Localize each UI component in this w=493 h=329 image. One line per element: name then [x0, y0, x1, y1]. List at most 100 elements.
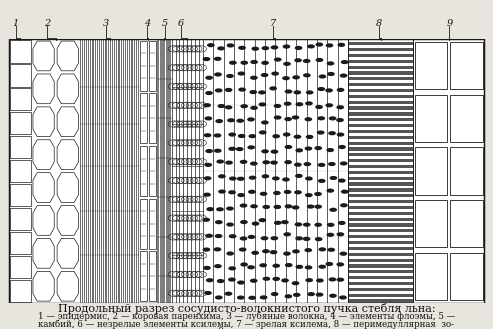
Bar: [450, 253, 483, 300]
Bar: [348, 241, 413, 244]
Circle shape: [251, 251, 259, 255]
Circle shape: [315, 146, 322, 150]
Circle shape: [284, 294, 292, 298]
Circle shape: [281, 220, 289, 224]
Circle shape: [295, 46, 302, 50]
Circle shape: [337, 278, 344, 282]
Circle shape: [225, 161, 233, 165]
Circle shape: [251, 221, 259, 226]
Circle shape: [329, 176, 337, 180]
Circle shape: [240, 220, 248, 224]
Circle shape: [272, 277, 280, 281]
Bar: [10, 208, 31, 230]
Polygon shape: [33, 107, 54, 137]
Circle shape: [262, 249, 270, 253]
Bar: [415, 200, 447, 247]
Circle shape: [284, 117, 292, 121]
Circle shape: [336, 262, 344, 266]
Circle shape: [215, 220, 223, 224]
Circle shape: [314, 192, 322, 196]
Circle shape: [307, 44, 315, 48]
Circle shape: [270, 250, 278, 254]
Circle shape: [318, 74, 326, 79]
Circle shape: [329, 116, 337, 120]
Bar: [348, 89, 413, 92]
Text: 4: 4: [144, 19, 150, 28]
Circle shape: [337, 88, 345, 92]
Circle shape: [226, 74, 234, 78]
Text: на, 9 — сердцевина: на, 9 — сердцевина: [202, 327, 291, 329]
Circle shape: [328, 131, 336, 135]
Circle shape: [326, 148, 334, 152]
Circle shape: [241, 61, 248, 65]
Bar: [348, 293, 413, 297]
Polygon shape: [33, 173, 54, 202]
Circle shape: [260, 192, 267, 196]
Bar: [348, 177, 413, 180]
Circle shape: [329, 208, 337, 212]
Polygon shape: [57, 206, 78, 235]
Bar: [415, 42, 447, 89]
Bar: [348, 147, 413, 151]
Polygon shape: [33, 239, 54, 268]
Text: 5: 5: [162, 19, 169, 28]
Circle shape: [294, 135, 301, 139]
Circle shape: [239, 247, 246, 252]
Circle shape: [240, 160, 247, 164]
Bar: [348, 107, 413, 110]
Circle shape: [250, 60, 258, 64]
Bar: [149, 251, 156, 301]
Circle shape: [292, 75, 300, 80]
Circle shape: [206, 278, 213, 282]
Bar: [10, 64, 31, 87]
Circle shape: [251, 47, 259, 51]
Bar: [10, 184, 31, 206]
Circle shape: [316, 292, 323, 297]
Text: 3: 3: [103, 19, 109, 28]
Circle shape: [215, 88, 222, 92]
Circle shape: [325, 103, 333, 107]
Bar: [450, 200, 483, 247]
Circle shape: [318, 265, 326, 269]
Circle shape: [304, 162, 311, 166]
Circle shape: [258, 90, 266, 94]
Circle shape: [340, 161, 348, 165]
Bar: [415, 95, 447, 142]
Circle shape: [217, 46, 225, 50]
Circle shape: [316, 278, 324, 283]
Text: 8: 8: [376, 19, 383, 28]
Circle shape: [337, 232, 344, 237]
Circle shape: [292, 115, 299, 119]
Circle shape: [227, 43, 234, 48]
Bar: [348, 253, 413, 256]
Circle shape: [238, 46, 246, 50]
Circle shape: [329, 294, 337, 298]
Circle shape: [259, 130, 267, 135]
Bar: [348, 95, 413, 98]
Circle shape: [237, 193, 245, 197]
Circle shape: [327, 223, 335, 227]
Circle shape: [336, 105, 344, 109]
Circle shape: [271, 236, 278, 240]
Circle shape: [217, 104, 225, 108]
Bar: [10, 136, 31, 158]
Circle shape: [283, 251, 291, 256]
Bar: [348, 118, 413, 121]
Circle shape: [205, 149, 213, 153]
Polygon shape: [57, 74, 78, 104]
Circle shape: [270, 161, 278, 165]
Bar: [10, 160, 31, 182]
Circle shape: [213, 247, 221, 251]
Circle shape: [262, 205, 270, 209]
Circle shape: [204, 291, 212, 295]
Circle shape: [250, 162, 258, 166]
Circle shape: [337, 133, 345, 137]
Bar: [348, 130, 413, 133]
Circle shape: [240, 203, 247, 208]
Circle shape: [284, 89, 292, 94]
Circle shape: [293, 90, 301, 94]
Circle shape: [282, 177, 290, 182]
Bar: [10, 280, 31, 302]
Circle shape: [249, 90, 257, 94]
Circle shape: [284, 204, 292, 209]
